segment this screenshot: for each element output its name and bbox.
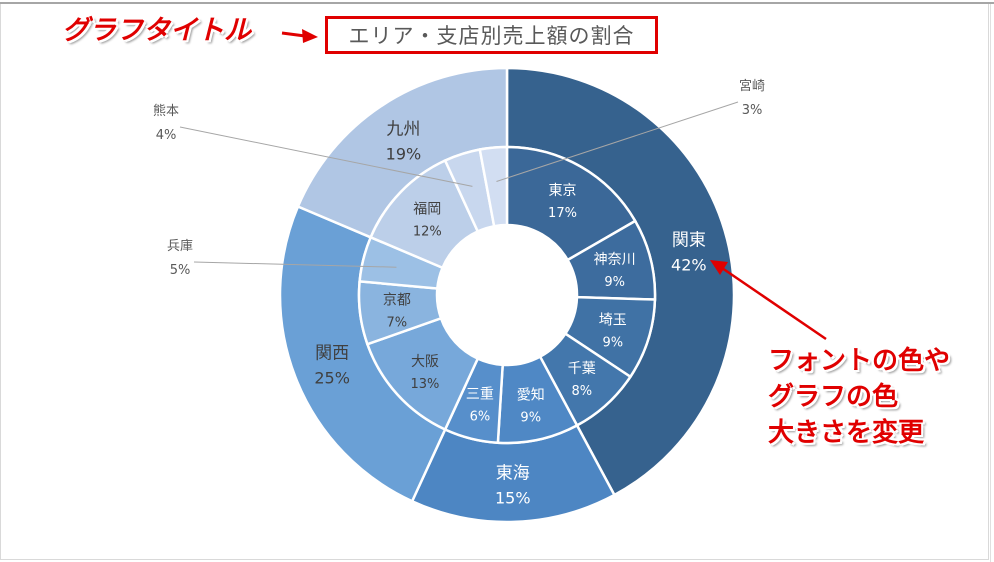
inner-label-value: 9% <box>520 410 541 425</box>
sheet-gridline <box>990 4 994 562</box>
outer-label-name: 関東 <box>672 230 706 250</box>
inner-segment-3-2[interactable] <box>478 145 509 228</box>
inner-label-name: 福岡 <box>413 202 441 218</box>
outer-label-name: 九州 <box>386 120 420 140</box>
style-callout-line: グラフの色 <box>768 382 899 412</box>
inner-label-value: 17% <box>548 206 577 221</box>
inner-label-name: 千葉 <box>568 361 596 377</box>
outer-label-value: 42% <box>671 255 707 274</box>
callout-arrows <box>281 29 827 341</box>
chart-area[interactable] <box>0 4 989 560</box>
inner-label-value: 6% <box>470 410 491 425</box>
style-arrow-shaft <box>721 266 827 341</box>
outer-label-name: 関西 <box>315 344 349 364</box>
sheet-top-border <box>0 2 994 4</box>
external-label-name: 熊本 <box>153 103 179 119</box>
outer-label-value: 25% <box>314 369 350 388</box>
inner-label-name: 京都 <box>383 293 411 309</box>
external-label-name: 宮崎 <box>739 78 765 94</box>
external-label-value: 3% <box>742 103 763 118</box>
inner-label-value: 8% <box>571 384 592 399</box>
outer-label-value: 19% <box>386 145 422 164</box>
style-callout-line: 大きさを変更 <box>768 418 925 448</box>
title-arrow-head <box>302 29 318 43</box>
inner-label-name: 埼玉 <box>599 313 627 329</box>
inner-label-value: 7% <box>387 316 408 331</box>
title-arrow-shaft <box>281 31 306 38</box>
inner-label-name: 神奈川 <box>594 252 636 268</box>
title-callout: グラフタイトル <box>62 15 251 46</box>
style-arrow-head <box>710 260 728 275</box>
outer-label-name: 東海 <box>496 463 530 483</box>
inner-label-name: 愛知 <box>517 386 545 403</box>
inner-label-value: 12% <box>413 225 442 240</box>
inner-label-value: 13% <box>411 377 440 392</box>
style-callout: フォントの色や グラフの色 大きさを変更 <box>768 343 950 451</box>
inner-segment-0-0[interactable] <box>505 145 637 262</box>
external-label-name: 兵庫 <box>167 239 193 254</box>
leader-line <box>179 126 473 187</box>
chart-title[interactable]: エリア・支店別売上額の割合 <box>325 16 658 54</box>
inner-label-name: 東京 <box>549 183 577 199</box>
style-callout-line: フォントの色や <box>768 346 951 376</box>
inner-label-name: 三重 <box>466 387 494 403</box>
inner-label-value: 9% <box>602 336 623 351</box>
leader-line <box>193 261 397 268</box>
chart-title-text: エリア・支店別売上額の割合 <box>348 24 635 48</box>
leader-line <box>496 101 739 182</box>
inner-label-value: 9% <box>604 275 625 290</box>
outer-label-value: 15% <box>495 488 531 507</box>
external-label-value: 5% <box>170 263 191 278</box>
inner-label-name: 大阪 <box>411 354 439 370</box>
external-label-value: 4% <box>156 128 177 143</box>
